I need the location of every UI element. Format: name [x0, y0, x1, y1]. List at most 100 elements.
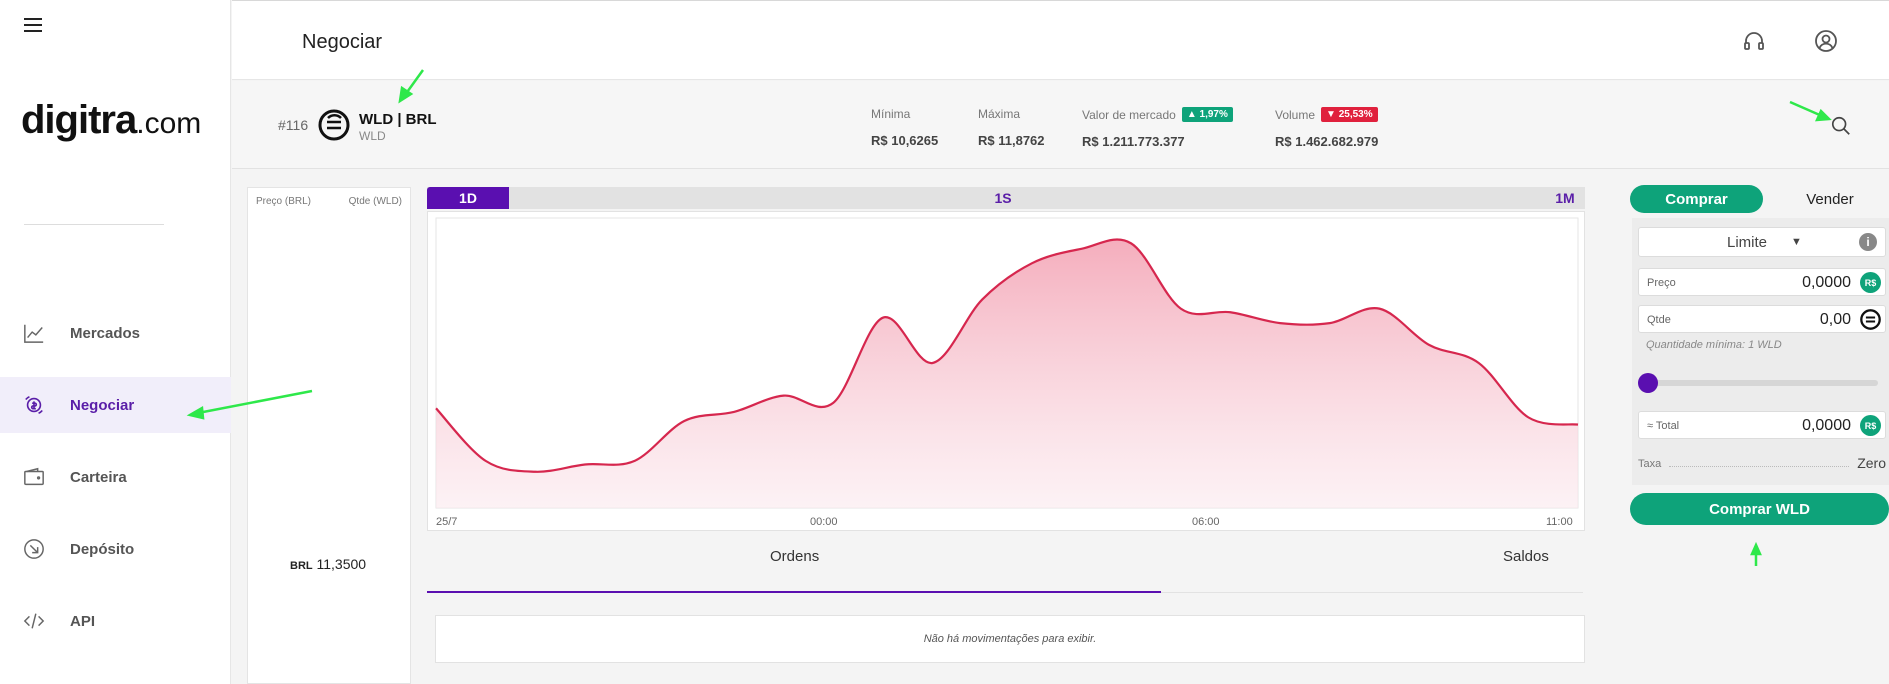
stat-value: R$ 1.211.773.377: [1082, 134, 1185, 149]
order-type-value: Limite: [1727, 234, 1768, 251]
min-quantity-note: Quantidade mínima: 1 WLD: [1646, 339, 1782, 351]
worldcoin-icon: [1860, 309, 1881, 330]
page-title: Negociar: [302, 31, 383, 53]
annotation-arrowhead: [1815, 108, 1832, 122]
worldcoin-icon: [318, 109, 350, 141]
price-chart-svg: [435, 217, 1579, 509]
hamburger-menu-icon[interactable]: [24, 18, 44, 34]
stat-value: R$ 1.462.682.979: [1275, 134, 1379, 149]
buy-sell-toggle: Comprar Vender: [1630, 185, 1888, 213]
order-book: Preço (BRL) Qtde (WLD) BRL 11,3500: [247, 187, 411, 684]
slider-handle[interactable]: [1638, 373, 1658, 393]
sidebar-item-label: Negociar: [70, 396, 135, 414]
timeframe-1s[interactable]: 1S: [994, 190, 1012, 206]
fee-label: Taxa: [1638, 458, 1662, 470]
stat-value: R$ 11,8762: [978, 133, 1045, 148]
change-badge-down: ▼ 25,53%: [1321, 107, 1378, 122]
annotation-arrowhead: [186, 405, 205, 420]
total-value: 0,0000: [1802, 417, 1851, 434]
wallet-icon: [22, 465, 46, 489]
sidebar: digitra.com Mercados Negociar Carteira D…: [0, 0, 231, 684]
stat-value: R$ 10,6265: [871, 133, 939, 148]
active-tab-indicator: [427, 591, 1161, 593]
order-type-select[interactable]: Limite ▼ i: [1638, 227, 1886, 257]
price-input[interactable]: Preço 0,0000 R$: [1638, 268, 1886, 296]
tab-saldos[interactable]: Saldos: [1503, 548, 1549, 565]
x-axis-label: 06:00: [1192, 516, 1220, 528]
stat-volume: Volume ▼ 25,53% R$ 1.462.682.979: [1275, 107, 1378, 149]
user-avatar-icon[interactable]: [1814, 29, 1838, 53]
trade-form: [1632, 218, 1889, 485]
total-label: ≈ Total: [1647, 420, 1680, 432]
sidebar-item-api[interactable]: API: [0, 593, 231, 649]
amount-slider[interactable]: [1646, 380, 1878, 386]
buy-submit-button[interactable]: Comprar WLD: [1630, 493, 1889, 525]
empty-orders-message: Não há movimentações para exibir.: [435, 615, 1585, 663]
total-input[interactable]: ≈ Total 0,0000 R$: [1638, 411, 1886, 439]
sidebar-item-label: Depósito: [70, 540, 135, 558]
sidebar-item-negociar[interactable]: Negociar: [0, 377, 231, 433]
timeframe-1m[interactable]: 1M: [1555, 190, 1575, 206]
brl-currency-icon: R$: [1860, 272, 1881, 293]
price-column-header: Preço (BRL): [256, 196, 312, 207]
header: Negociar: [232, 0, 1889, 80]
annotation-arrow: [1789, 100, 1823, 118]
stat-label: Máxima: [978, 107, 1021, 121]
qty-value: 0,00: [1819, 311, 1851, 328]
trade-exchange-icon: [22, 393, 46, 417]
fee-dots: [1669, 458, 1850, 467]
change-value: 1,97%: [1199, 109, 1228, 120]
market-rank: #116: [278, 117, 309, 133]
annotation-arrowhead: [398, 85, 414, 104]
price-label: Preço: [1647, 277, 1676, 289]
trading-symbol: WLD: [359, 129, 386, 143]
trading-pair[interactable]: WLD | BRL: [359, 111, 437, 128]
sidebar-item-label: API: [70, 612, 96, 630]
chevron-down-icon: ▼: [1791, 236, 1802, 248]
tab-ordens[interactable]: Ordens: [770, 548, 820, 565]
fee-row: Taxa Zero: [1638, 455, 1886, 471]
stat-market-cap: Valor de mercado ▲ 1,97% R$ 1.211.773.377: [1082, 107, 1233, 149]
stat-label: Mínima: [871, 107, 911, 121]
logo[interactable]: digitra.com: [21, 98, 201, 143]
x-axis-label: 25/7: [436, 516, 458, 528]
deposit-arrow-icon: [22, 537, 46, 561]
stat-min: Mínima R$ 10,6265: [871, 107, 938, 148]
market-info-bar: #116 WLD | BRL WLD Mínima R$ 10,6265 Máx…: [232, 81, 1889, 169]
sidebar-item-label: Carteira: [70, 468, 127, 486]
divider: [24, 224, 164, 225]
last-price-value: 11,3500: [316, 556, 367, 572]
sell-tab[interactable]: Vender: [1806, 190, 1854, 208]
annotation-arrow: [197, 389, 313, 415]
sidebar-item-carteira[interactable]: Carteira: [0, 449, 231, 505]
search-icon[interactable]: [1830, 115, 1852, 137]
annotation-arrowhead: [1750, 541, 1762, 556]
headset-support-icon[interactable]: [1742, 29, 1766, 53]
info-icon[interactable]: i: [1859, 233, 1877, 251]
change-value: 25,53%: [1338, 109, 1373, 120]
chart-area-fill: [436, 239, 1578, 508]
price-value: 0,0000: [1802, 274, 1851, 291]
brl-currency-icon: R$: [1860, 415, 1881, 436]
logo-text: digitra: [21, 98, 137, 142]
price-chart: 25/7 00:00 06:00 11:00: [427, 211, 1585, 531]
last-price-currency: BRL: [290, 560, 313, 572]
stat-label: Volume: [1275, 107, 1316, 122]
buy-tab[interactable]: Comprar: [1630, 185, 1763, 213]
chart-series-line: [435, 238, 1579, 473]
qty-label: Qtde: [1647, 314, 1671, 326]
stat-label: Valor de mercado: [1082, 107, 1176, 122]
sidebar-item-mercados[interactable]: Mercados: [0, 305, 231, 361]
x-axis-label: 11:00: [1546, 516, 1573, 528]
stat-max: Máxima R$ 11,8762: [978, 107, 1045, 148]
change-badge-up: ▲ 1,97%: [1181, 107, 1233, 122]
x-axis-label: 00:00: [810, 516, 838, 528]
fee-value: Zero: [1857, 455, 1886, 471]
chart-line-icon: [22, 321, 46, 345]
logo-domain: .com: [136, 107, 202, 140]
order-book-header: Preço (BRL) Qtde (WLD): [248, 188, 410, 215]
sidebar-item-label: Mercados: [70, 324, 141, 342]
quantity-input[interactable]: Qtde 0,00: [1638, 305, 1886, 333]
timeframe-1d[interactable]: 1D: [427, 187, 509, 209]
sidebar-item-deposito[interactable]: Depósito: [0, 521, 231, 577]
